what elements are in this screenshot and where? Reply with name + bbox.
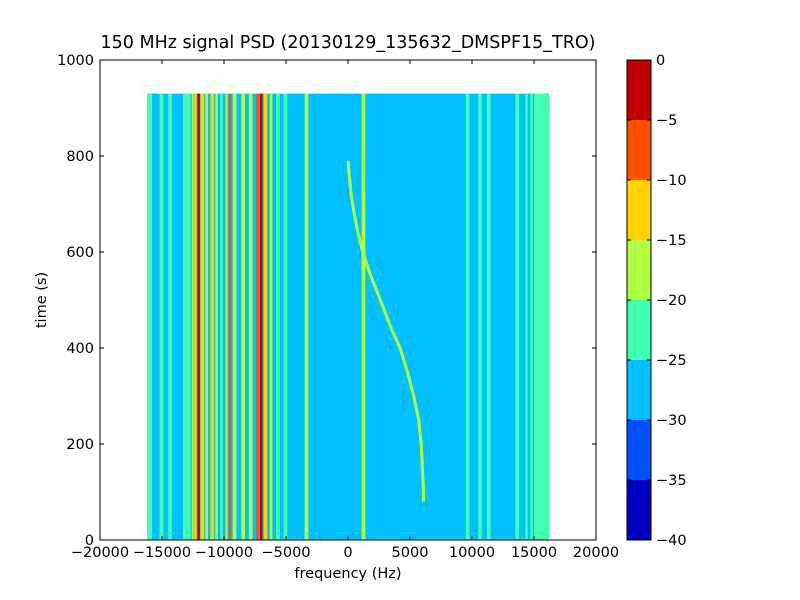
x-tick-label: −10000 <box>195 545 253 561</box>
x-tick-label: 20000 <box>573 545 619 561</box>
colorbar-tick-label: −5 <box>656 113 677 129</box>
y-tick-label: 1000 <box>57 53 94 69</box>
spectral-band <box>220 93 223 540</box>
spectral-band <box>232 93 237 540</box>
colorbar-tick-label: −20 <box>656 293 687 309</box>
doppler-trace <box>346 160 426 502</box>
y-tick-label: 600 <box>66 245 94 261</box>
spectral-band <box>241 93 246 540</box>
spectral-band <box>168 93 172 540</box>
x-tick-label: 5000 <box>392 545 429 561</box>
colorbar-segment <box>627 180 651 240</box>
x-tick-label: −20000 <box>71 545 129 561</box>
spectral-band <box>283 93 288 540</box>
spectral-band <box>263 93 268 540</box>
spectral-band <box>159 93 164 540</box>
colorbar-tick-label: 0 <box>656 53 665 69</box>
spectral-band <box>361 93 366 540</box>
spectral-band <box>210 93 215 540</box>
spectral-band <box>530 93 533 540</box>
colorbar-segment <box>627 360 651 420</box>
spectral-band <box>276 93 280 540</box>
y-tick-label: 800 <box>66 149 94 165</box>
x-axis-label: frequency (Hz) <box>294 566 401 582</box>
spectrogram-heatmap <box>147 93 549 540</box>
colorbar-tick-label: −15 <box>656 233 687 249</box>
colorbar-tick-label: −40 <box>656 533 687 549</box>
y-tick-label: 400 <box>66 341 94 357</box>
y-tick-label: 0 <box>85 533 94 549</box>
x-tick-label: −5000 <box>261 545 310 561</box>
colorbar-segment <box>627 300 651 360</box>
spectral-band <box>225 93 228 540</box>
spectral-band <box>256 93 259 540</box>
spectral-band <box>197 93 200 540</box>
colorbar-tick-label: −25 <box>656 353 687 369</box>
spectral-band <box>515 93 520 540</box>
spectral-band <box>478 93 482 540</box>
spectral-band <box>147 93 153 540</box>
y-axis-label: time (s) <box>34 272 50 328</box>
spectral-band <box>534 93 549 540</box>
colorbar-segment <box>627 60 651 120</box>
x-axis-ticks: −20000 −15000 −10000 −5000 0 5000 10000 15000 20… <box>71 60 619 561</box>
spectral-band <box>248 93 253 540</box>
colorbar: 0 −5 −10 −15 −20 −25 −30 −35 −40 <box>626 53 687 549</box>
colorbar-segment <box>627 420 651 480</box>
chart-title: 150 MHz signal PSD (20130129_135632_DMSP… <box>101 33 596 53</box>
colorbar-segment <box>627 240 651 300</box>
spectral-band <box>304 93 309 540</box>
spectral-band <box>228 93 231 540</box>
colorbar-segment <box>627 480 651 540</box>
spectral-band <box>200 93 205 540</box>
y-axis-ticks: 0 200 400 600 800 1000 <box>57 53 596 549</box>
spectral-band <box>259 93 263 540</box>
spectral-band <box>465 93 470 540</box>
x-tick-label: −15000 <box>133 545 191 561</box>
spectral-band <box>194 93 197 540</box>
x-tick-label: 10000 <box>449 545 495 561</box>
spectral-band <box>525 93 528 540</box>
colorbar-tick-label: −10 <box>656 173 687 189</box>
colorbar-tick-label: −30 <box>656 413 687 429</box>
x-tick-label: 0 <box>343 545 352 561</box>
spectral-band <box>486 93 491 540</box>
spectral-band <box>191 93 194 540</box>
spectral-band <box>215 93 218 540</box>
x-tick-label: 15000 <box>511 545 557 561</box>
colorbar-segment <box>627 120 651 180</box>
spectral-band <box>269 93 273 540</box>
y-tick-label: 200 <box>66 437 94 453</box>
spectral-band <box>183 93 191 540</box>
colorbar-tick-label: −35 <box>656 473 687 489</box>
spectral-band <box>205 93 208 540</box>
